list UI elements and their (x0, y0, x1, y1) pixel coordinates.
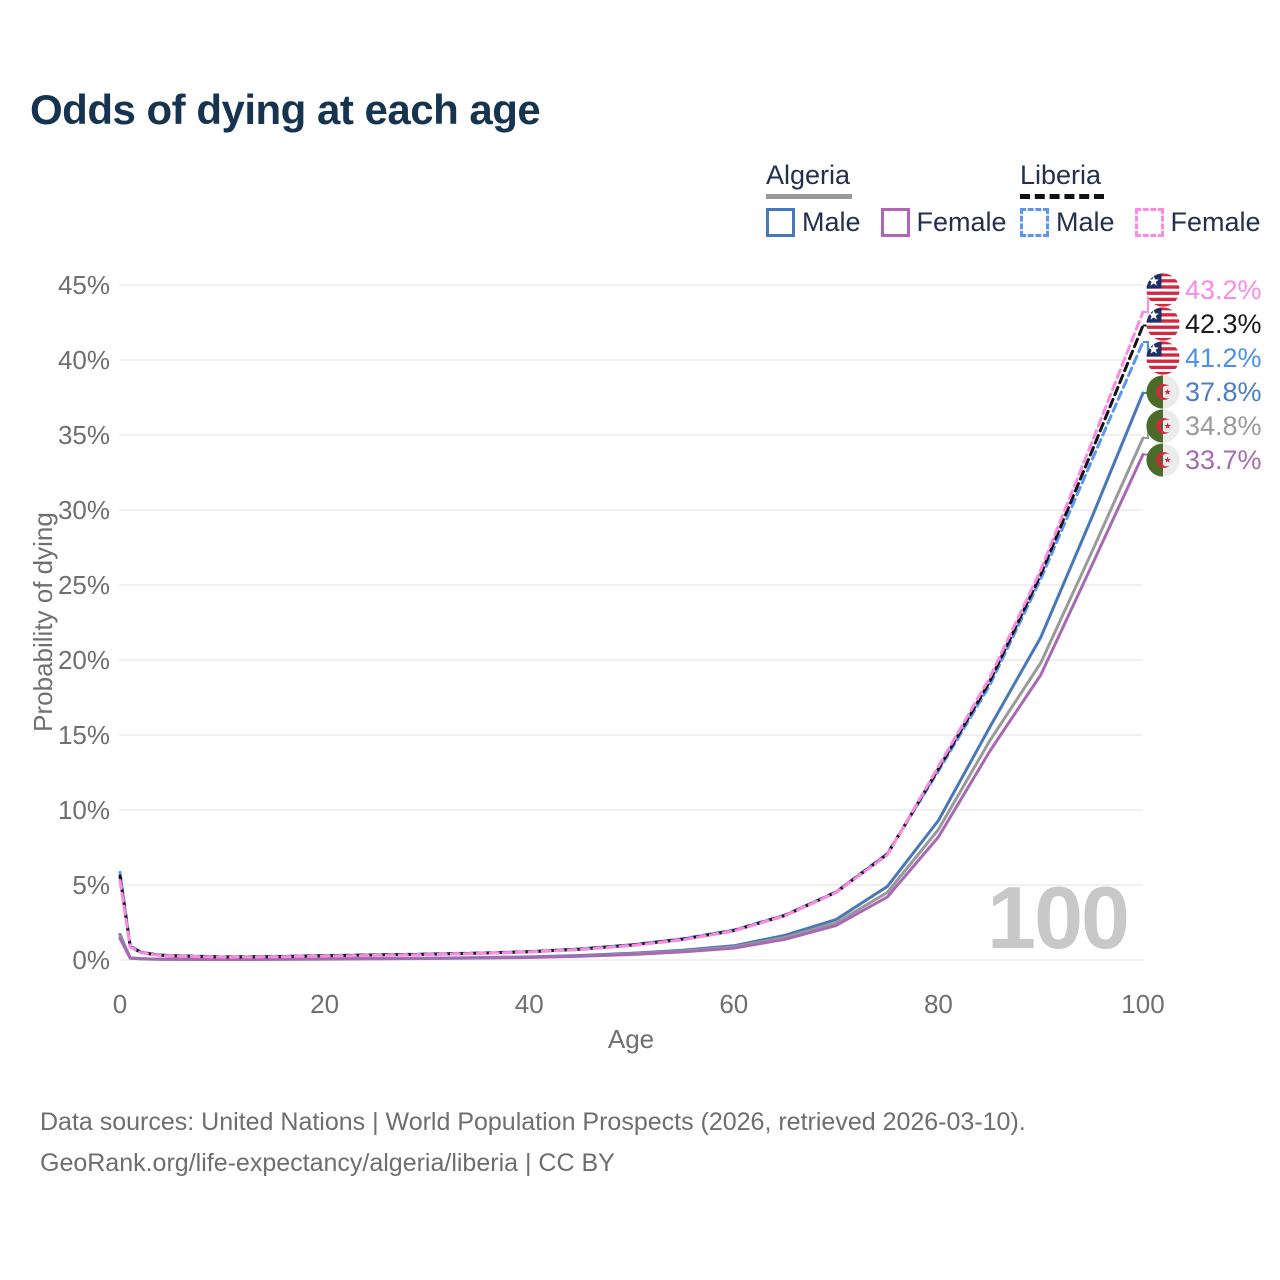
hover-age-watermark: 100 (987, 868, 1128, 967)
x-tick-label: 60 (719, 989, 748, 1019)
attribution-note: GeoRank.org/life-expectancy/algeria/libe… (40, 1149, 615, 1177)
legend-item-liberia-female[interactable]: Female (1170, 207, 1261, 237)
x-tick-label: 100 (1121, 989, 1164, 1019)
y-tick-label: 15% (58, 720, 110, 750)
algeria-flag-icon (1146, 409, 1180, 443)
y-tick-label: 10% (58, 795, 110, 825)
end-value-text: 42.3% (1185, 308, 1262, 339)
series-line-algeria-female[interactable] (118, 453, 1145, 961)
legend-item-algeria-male[interactable]: Male (802, 207, 861, 237)
legend-country-liberia[interactable]: Liberia (1020, 160, 1102, 190)
liberia-female-swatch[interactable] (1134, 208, 1164, 237)
y-axis-tick-labels: 0% 5% 10% 15% 20% 25% 30% 35% 40% 45% (58, 270, 110, 975)
y-tick-label: 5% (72, 870, 110, 900)
end-label-row: 37.8% (1146, 375, 1262, 409)
series-line-liberia-both[interactable] (118, 324, 1145, 959)
end-value-text: 33.7% (1185, 444, 1262, 475)
series-line-liberia-female[interactable] (118, 310, 1145, 959)
algeria-male-swatch[interactable] (766, 208, 795, 237)
algeria-line-style-swatch (766, 194, 852, 199)
x-tick-label: 20 (310, 989, 339, 1019)
algeria-flag-icon (1146, 443, 1180, 477)
page-title: Odds of dying at each age (30, 86, 541, 133)
end-value-text: 43.2% (1185, 274, 1262, 305)
x-axis-tick-labels: 0 20 40 60 80 100 (113, 989, 1165, 1019)
y-tick-label: 45% (58, 270, 110, 300)
x-tick-label: 0 (113, 989, 127, 1019)
liberia-line-style-swatch (1020, 194, 1104, 199)
end-label-row: 41.2% (1146, 341, 1262, 375)
end-label-row: 43.2% (1146, 273, 1262, 307)
y-tick-label: 40% (58, 345, 110, 375)
y-tick-label: 30% (58, 495, 110, 525)
liberia-flag-icon (1146, 307, 1180, 341)
y-tick-label: 0% (72, 945, 110, 975)
x-tick-label: 80 (924, 989, 953, 1019)
liberia-flag-icon (1146, 341, 1180, 375)
legend-item-algeria-female[interactable]: Female (916, 207, 1007, 237)
end-value-text: 34.8% (1185, 410, 1262, 441)
end-label-row: 42.3% (1146, 307, 1262, 341)
legend-country-algeria[interactable]: Algeria (766, 160, 851, 190)
y-tick-label: 25% (58, 570, 110, 600)
x-tick-label: 40 (515, 989, 544, 1019)
legend-group-algeria: Algeria Male Female (766, 160, 1027, 238)
y-tick-label: 20% (58, 645, 110, 675)
legend-group-liberia: Liberia Male Female (1020, 160, 1280, 238)
y-axis-title: Probability of dying (28, 512, 58, 732)
data-sources-note: Data sources: United Nations | World Pop… (40, 1108, 1026, 1136)
algeria-female-swatch[interactable] (880, 208, 910, 237)
algeria-flag-icon (1146, 375, 1180, 409)
liberia-male-swatch[interactable] (1020, 208, 1049, 237)
liberia-flag-icon (1146, 273, 1180, 307)
y-tick-label: 35% (58, 420, 110, 450)
end-value-text: 37.8% (1185, 376, 1262, 407)
legend-item-liberia-male[interactable]: Male (1056, 207, 1115, 237)
gridlines (119, 284, 1143, 961)
end-label-row: 34.8% (1146, 409, 1262, 443)
end-value-text: 41.2% (1185, 342, 1262, 373)
end-label-row: 33.7% (1146, 443, 1262, 477)
x-axis-title: Age (608, 1024, 654, 1054)
